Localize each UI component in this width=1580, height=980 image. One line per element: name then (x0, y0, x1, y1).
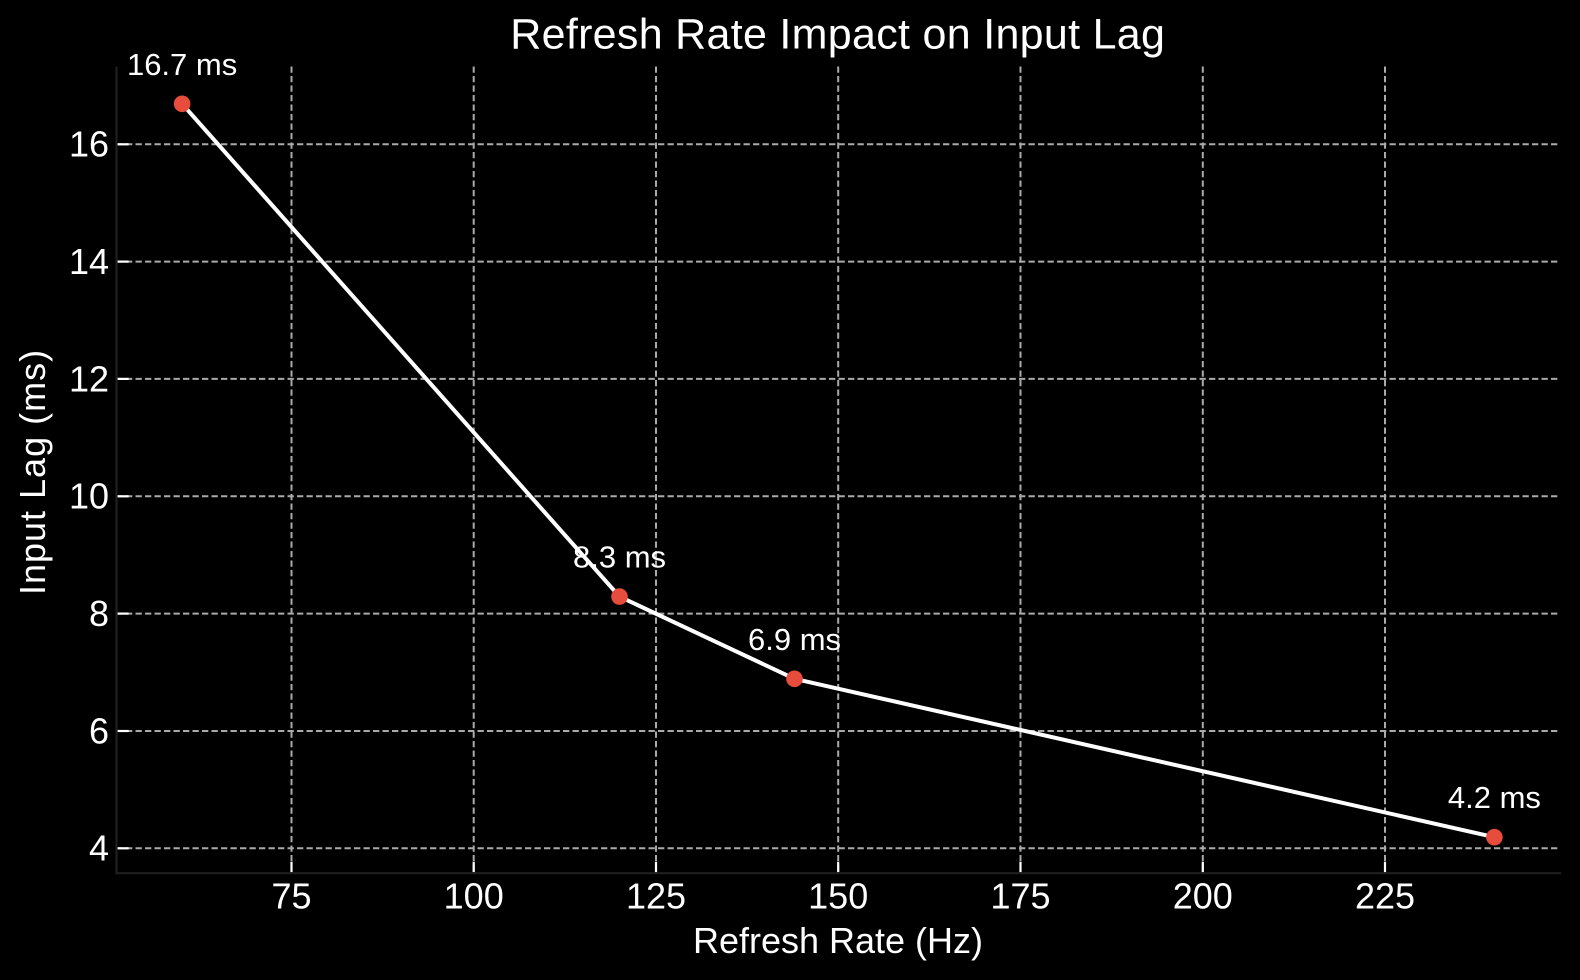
svg-text:150: 150 (808, 876, 868, 917)
svg-text:100: 100 (444, 876, 504, 917)
svg-text:8: 8 (89, 593, 109, 634)
svg-text:200: 200 (1173, 876, 1233, 917)
svg-text:4.2 ms: 4.2 ms (1448, 780, 1541, 815)
svg-text:6.9 ms: 6.9 ms (748, 622, 841, 657)
svg-text:Input Lag (ms): Input Lag (ms) (12, 349, 53, 595)
svg-text:Refresh Rate (Hz): Refresh Rate (Hz) (693, 920, 983, 961)
svg-text:14: 14 (69, 241, 109, 282)
svg-text:75: 75 (271, 876, 311, 917)
svg-text:8.3 ms: 8.3 ms (573, 540, 666, 575)
svg-text:6: 6 (89, 710, 109, 751)
svg-text:16: 16 (69, 124, 109, 165)
svg-text:175: 175 (990, 876, 1050, 917)
svg-text:Refresh Rate Impact on Input L: Refresh Rate Impact on Input Lag (510, 10, 1165, 58)
svg-text:12: 12 (69, 358, 109, 399)
svg-text:125: 125 (626, 876, 686, 917)
svg-text:225: 225 (1355, 876, 1415, 917)
svg-text:4: 4 (89, 828, 109, 869)
svg-text:16.7 ms: 16.7 ms (127, 47, 237, 82)
svg-text:10: 10 (69, 476, 109, 517)
